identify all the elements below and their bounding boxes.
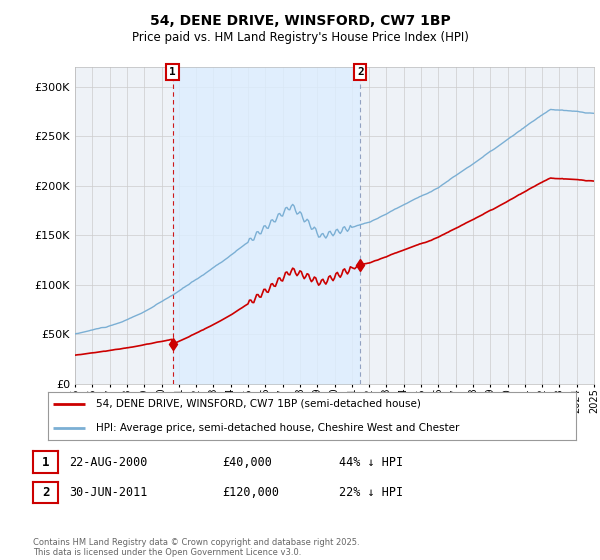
- Text: Contains HM Land Registry data © Crown copyright and database right 2025.
This d: Contains HM Land Registry data © Crown c…: [33, 538, 359, 557]
- Text: 54, DENE DRIVE, WINSFORD, CW7 1BP (semi-detached house): 54, DENE DRIVE, WINSFORD, CW7 1BP (semi-…: [95, 399, 421, 409]
- Text: £120,000: £120,000: [222, 486, 279, 500]
- Text: 1: 1: [169, 67, 176, 77]
- Text: 54, DENE DRIVE, WINSFORD, CW7 1BP: 54, DENE DRIVE, WINSFORD, CW7 1BP: [149, 14, 451, 28]
- Text: 1: 1: [42, 455, 49, 469]
- Text: 44% ↓ HPI: 44% ↓ HPI: [339, 455, 403, 469]
- Text: Price paid vs. HM Land Registry's House Price Index (HPI): Price paid vs. HM Land Registry's House …: [131, 31, 469, 44]
- Text: 30-JUN-2011: 30-JUN-2011: [69, 486, 148, 500]
- Text: £40,000: £40,000: [222, 455, 272, 469]
- Text: 2: 2: [357, 67, 364, 77]
- Text: HPI: Average price, semi-detached house, Cheshire West and Chester: HPI: Average price, semi-detached house,…: [95, 423, 459, 433]
- Text: 22% ↓ HPI: 22% ↓ HPI: [339, 486, 403, 500]
- Text: 22-AUG-2000: 22-AUG-2000: [69, 455, 148, 469]
- Text: 2: 2: [42, 486, 49, 500]
